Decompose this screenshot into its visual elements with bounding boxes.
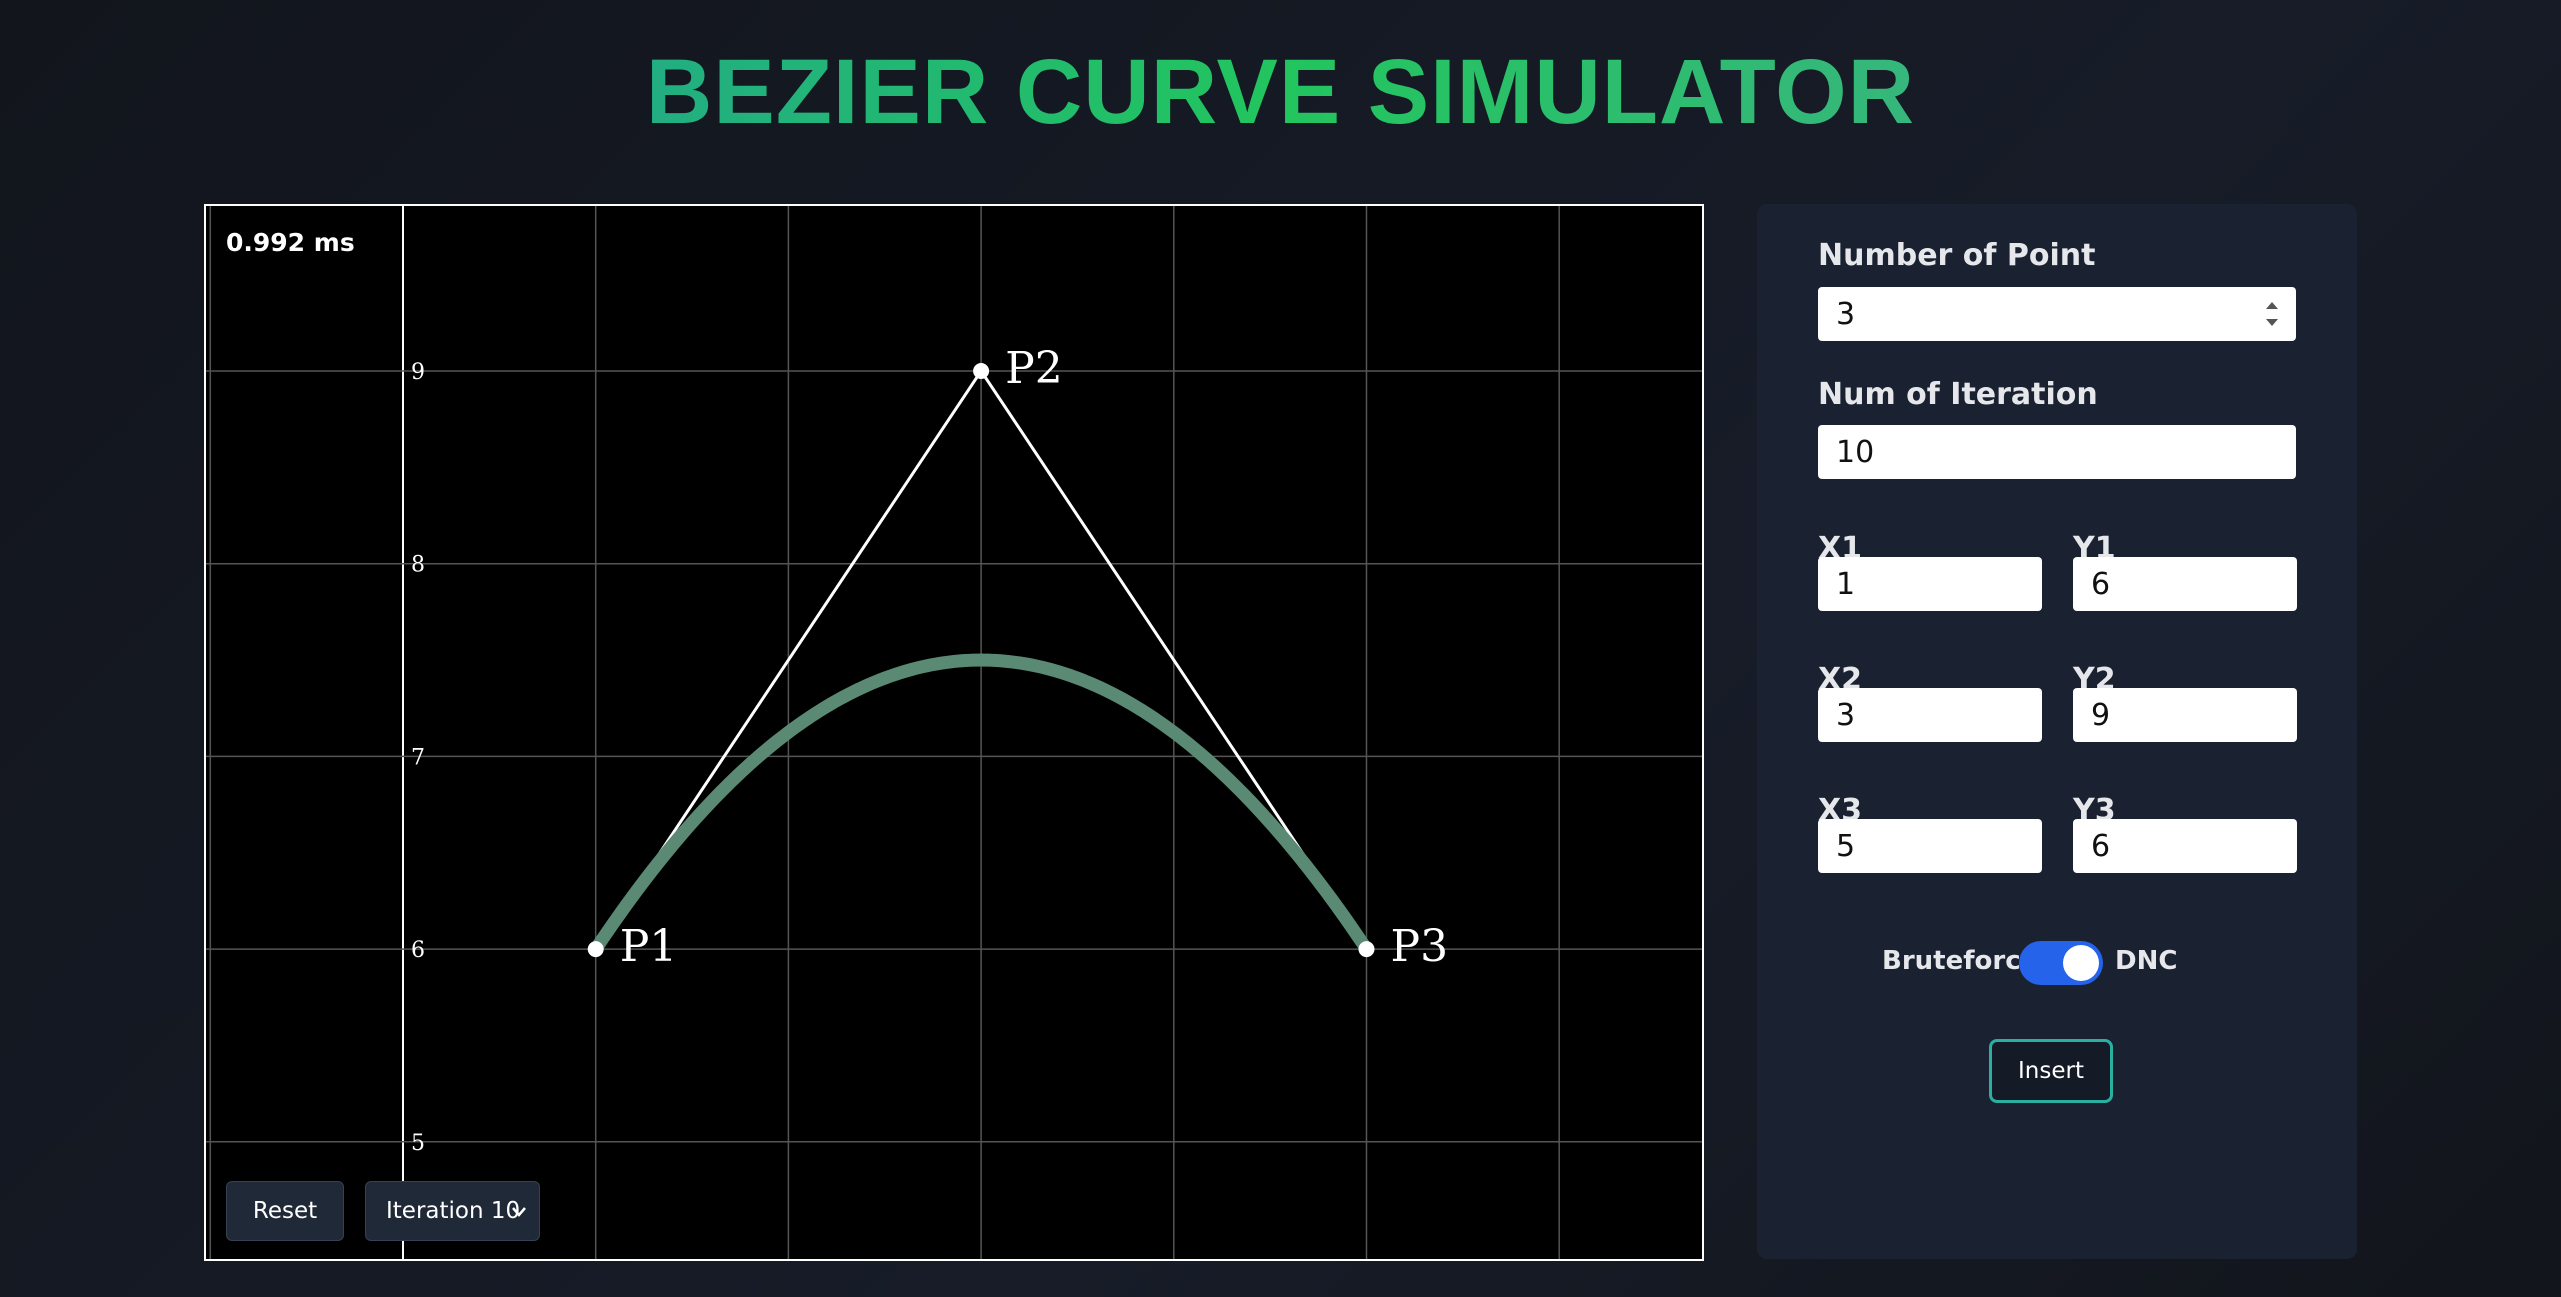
y-tick-label: 5 xyxy=(411,1131,425,1156)
control-point xyxy=(973,363,990,379)
toggle-knob xyxy=(2063,945,2099,981)
point-label: P1 xyxy=(620,921,678,972)
point-label: P2 xyxy=(1005,343,1063,394)
spinner[interactable] xyxy=(2262,296,2282,332)
y-input[interactable]: 6 xyxy=(2073,819,2297,873)
bezier-curve xyxy=(589,653,1373,956)
reset-button[interactable]: Reset xyxy=(226,1181,344,1241)
x-input[interactable]: 1 xyxy=(1818,557,2042,611)
input-value: 3 xyxy=(1836,296,1856,332)
plot: 5 6 7 8 9 P1 P2 P3 xyxy=(206,206,1702,1259)
insert-button[interactable]: Insert xyxy=(1989,1039,2113,1103)
y-tick-label: 9 xyxy=(411,360,425,385)
y-tick-label: 7 xyxy=(411,745,425,770)
control-point xyxy=(587,941,604,958)
toggle-left-label: Bruteforce xyxy=(1882,946,2039,976)
y-tick-label: 8 xyxy=(411,553,425,578)
y-input[interactable]: 9 xyxy=(2073,688,2297,742)
iteration-select-text: Iteration 10 xyxy=(386,1198,521,1224)
num-points-input[interactable]: 3 xyxy=(1818,287,2296,341)
chevron xyxy=(512,1207,526,1217)
control-panel: Number of Point 3 Num of Iteration 10 X1… xyxy=(1757,204,2357,1259)
x-input[interactable]: 5 xyxy=(1818,819,2042,873)
y-tick-label: 6 xyxy=(411,938,425,963)
y-input[interactable]: 6 xyxy=(2073,557,2297,611)
iterations-input[interactable]: 10 xyxy=(1818,425,2296,479)
control-point xyxy=(1358,941,1375,958)
page-title: BEZIER CURVE SIMULATOR xyxy=(0,40,2561,145)
canvas-frame: 5 6 7 8 9 P1 P2 P3 0.992 ms Reset Iteration 10 xyxy=(204,204,1704,1261)
label: Number of Point xyxy=(1818,238,2096,273)
x-input[interactable]: 3 xyxy=(1818,688,2042,742)
point-label: P3 xyxy=(1391,921,1449,972)
label: Num of Iteration xyxy=(1818,377,2098,412)
toggle[interactable] xyxy=(2019,941,2103,985)
iteration-select[interactable]: Iteration 10 xyxy=(365,1181,540,1241)
toggle-right-label: DNC xyxy=(2115,946,2178,976)
timing: 0.992 ms xyxy=(226,228,355,257)
